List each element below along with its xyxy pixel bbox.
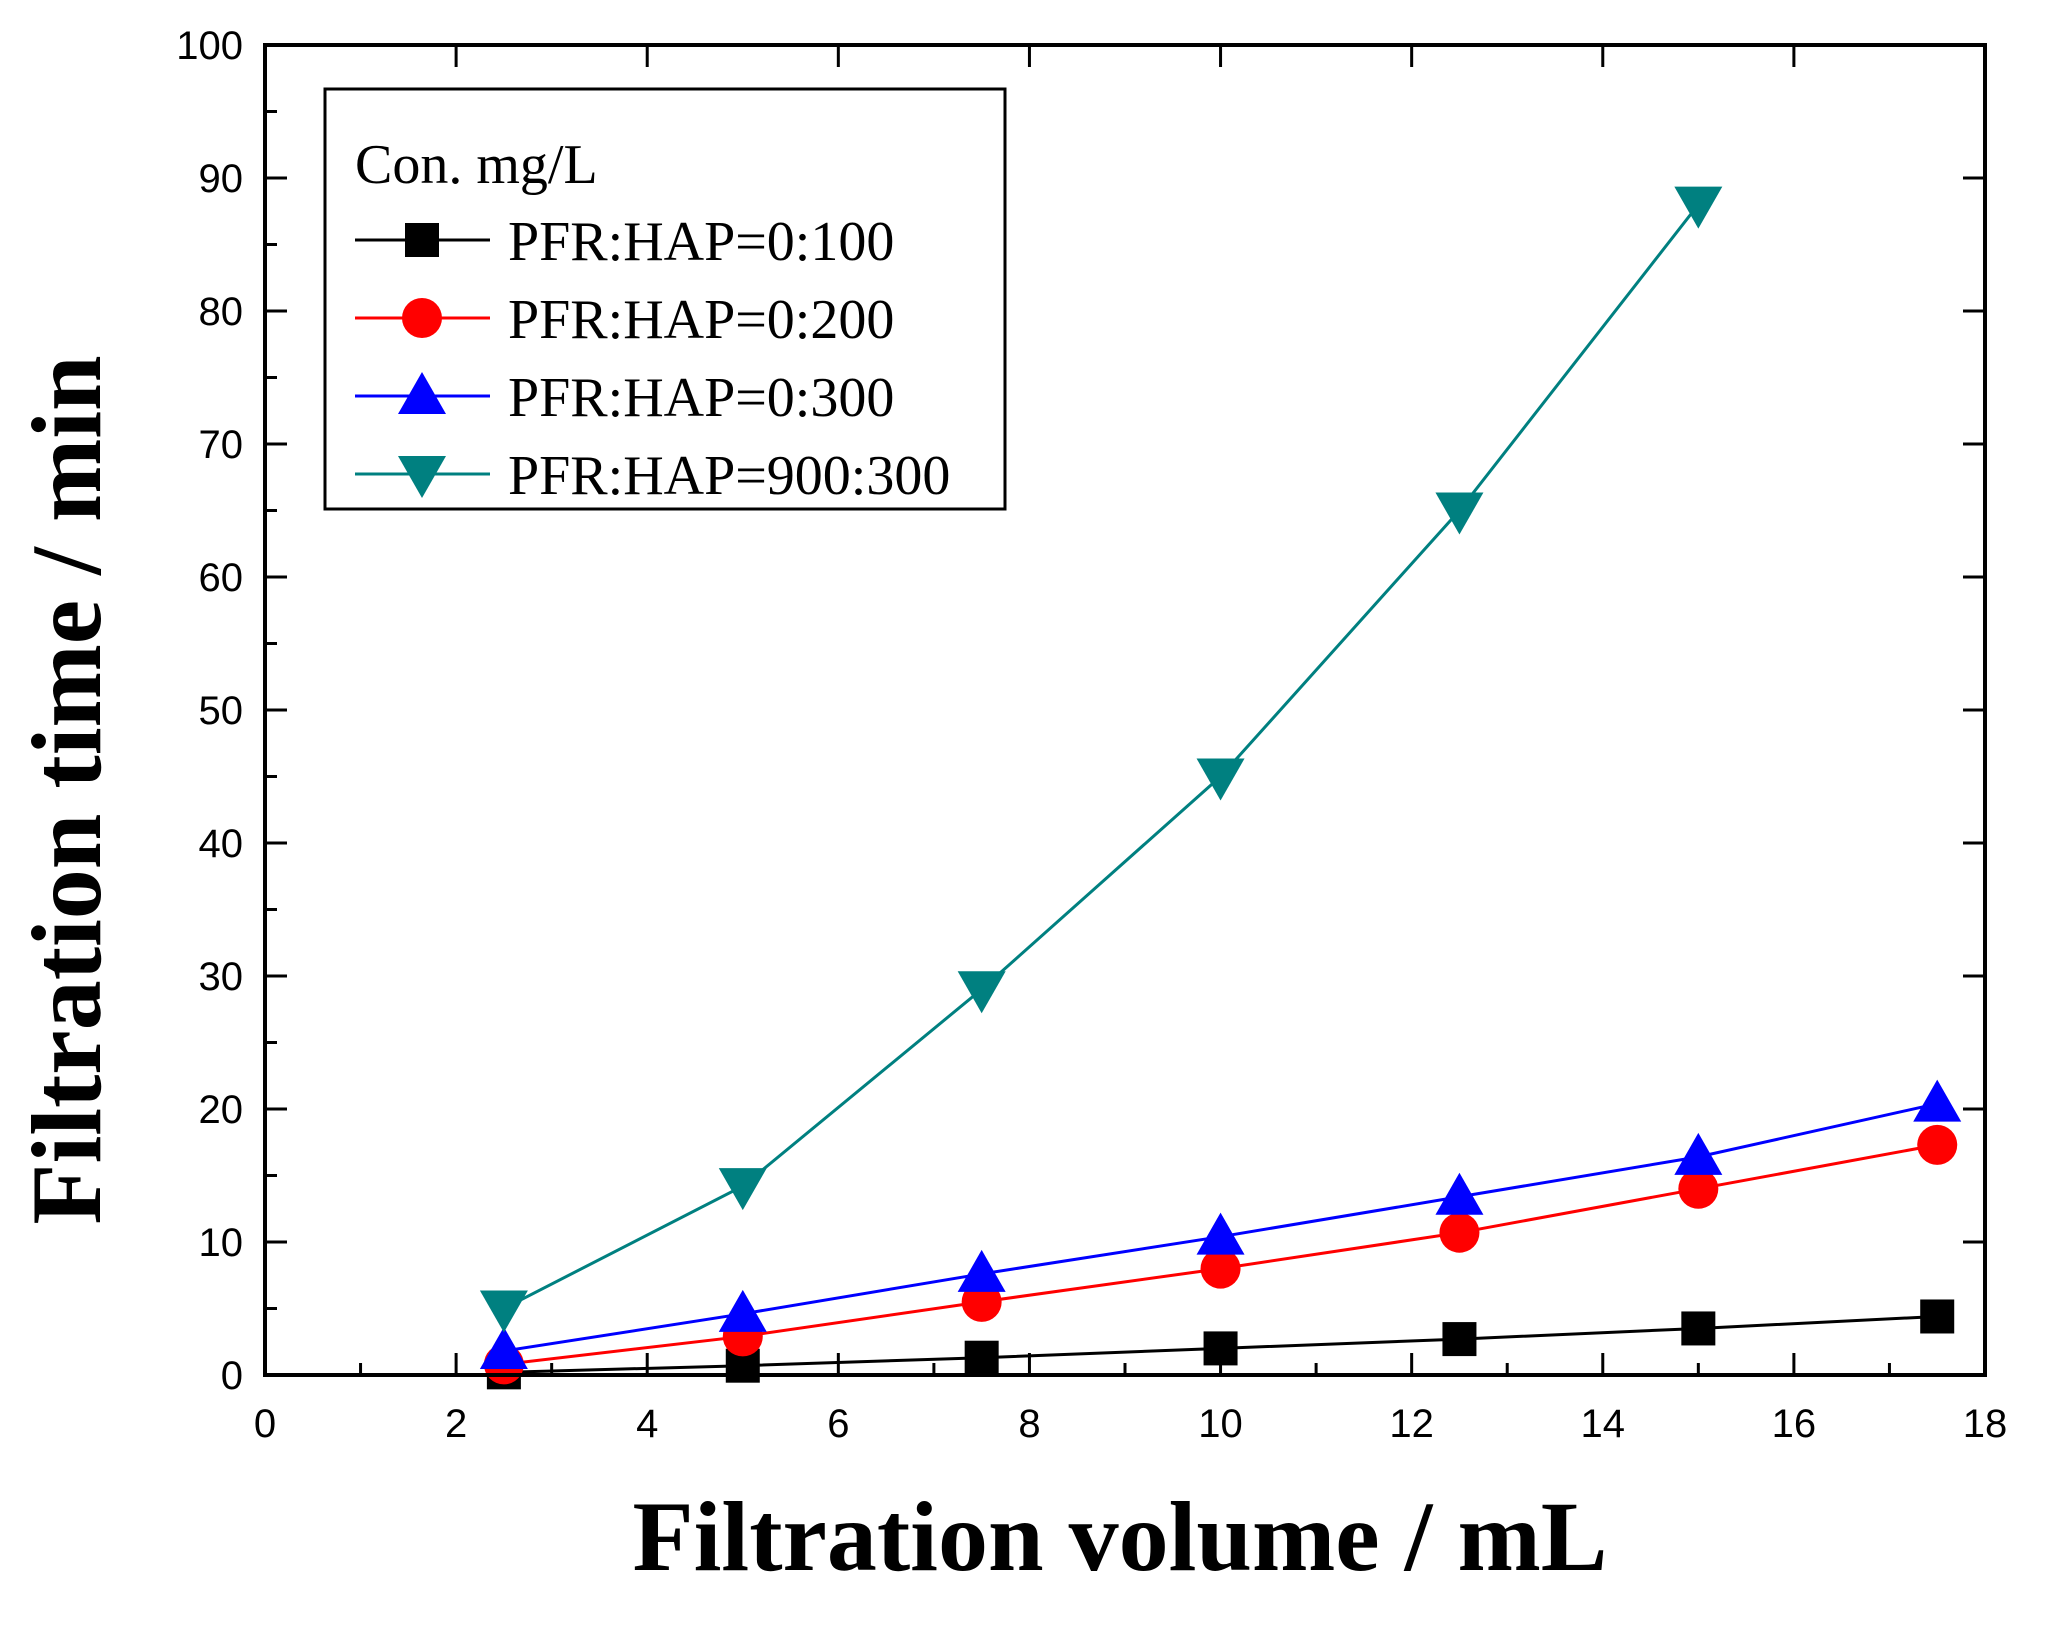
y-tick-label: 80 bbox=[199, 290, 244, 334]
x-tick-label: 0 bbox=[254, 1402, 276, 1446]
x-tick-label: 4 bbox=[636, 1402, 658, 1446]
data-point bbox=[1913, 1080, 1961, 1122]
data-point bbox=[1442, 1322, 1476, 1356]
x-axis-title: Filtration volume / mL bbox=[633, 1481, 1608, 1592]
y-tick-label: 90 bbox=[199, 157, 244, 201]
legend-label: PFR:HAP=0:200 bbox=[508, 289, 894, 351]
data-point bbox=[719, 1168, 767, 1210]
legend-label: PFR:HAP=0:300 bbox=[508, 367, 894, 429]
data-point bbox=[965, 1341, 999, 1375]
y-tick-label: 60 bbox=[199, 556, 244, 600]
y-tick-label: 10 bbox=[199, 1221, 244, 1265]
legend-label: PFR:HAP=900:300 bbox=[508, 445, 950, 507]
data-point bbox=[1197, 759, 1245, 801]
x-tick-label: 10 bbox=[1198, 1402, 1243, 1446]
y-tick-label: 20 bbox=[199, 1088, 244, 1132]
data-point bbox=[958, 971, 1006, 1013]
x-tick-label: 6 bbox=[827, 1402, 849, 1446]
y-tick-label: 50 bbox=[199, 689, 244, 733]
legend-label: PFR:HAP=0:100 bbox=[508, 211, 894, 273]
filtration-chart: 0 2 4 6 8 10 12 14 16 18 0 10 20 30 40 50 60 70 80 90 100 Fi… bbox=[0, 0, 2049, 1627]
x-tick-label: 14 bbox=[1581, 1402, 1626, 1446]
y-axis-title: Filtration time / min bbox=[11, 355, 122, 1224]
y-tick-label: 0 bbox=[221, 1354, 243, 1398]
legend-marker bbox=[402, 298, 442, 338]
legend-title: Con. mg/L bbox=[355, 134, 598, 196]
x-tick-label: 8 bbox=[1018, 1402, 1040, 1446]
x-tick-label: 2 bbox=[445, 1402, 467, 1446]
x-tick-label: 18 bbox=[1963, 1402, 2008, 1446]
data-point bbox=[480, 1291, 528, 1333]
x-tick-label: 16 bbox=[1772, 1402, 1817, 1446]
legend-marker bbox=[405, 223, 439, 257]
data-point bbox=[1439, 1213, 1479, 1253]
data-point bbox=[1681, 1311, 1715, 1345]
legend: Con. mg/L PFR:HAP=0:100 PFR:HAP=0:200 PFR:… bbox=[325, 89, 1005, 509]
y-tick-label: 30 bbox=[199, 955, 244, 999]
data-point bbox=[1674, 187, 1722, 229]
y-tick-label: 70 bbox=[199, 423, 244, 467]
y-tick-label: 40 bbox=[199, 822, 244, 866]
x-tick-label: 12 bbox=[1389, 1402, 1434, 1446]
data-point bbox=[1920, 1299, 1954, 1333]
data-point bbox=[1917, 1125, 1957, 1165]
y-tick-label: 100 bbox=[176, 24, 243, 68]
